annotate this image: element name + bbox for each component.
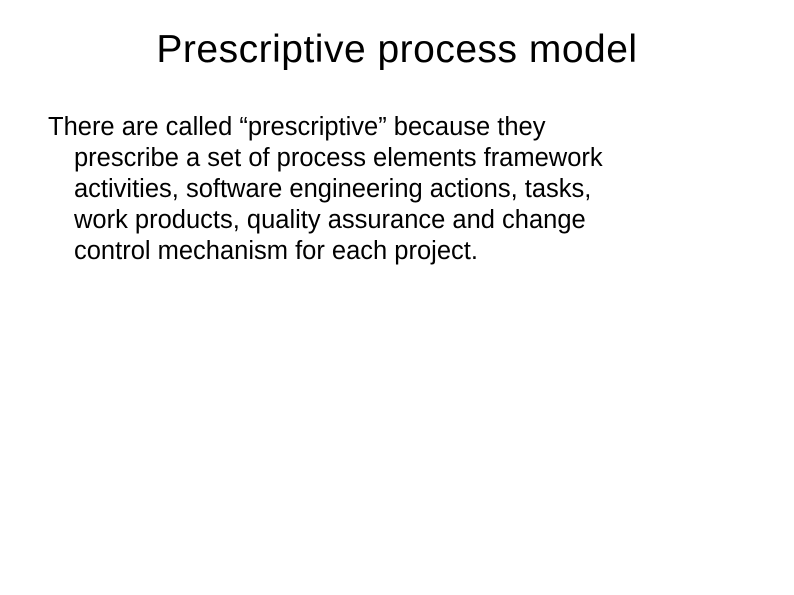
slide-body: There are called “prescriptive” because … <box>48 112 746 268</box>
body-line-1: There are called “prescriptive” because … <box>48 112 738 143</box>
body-line-4: work products, quality assurance and cha… <box>48 205 738 236</box>
body-line-5: control mechanism for each project. <box>48 236 738 267</box>
body-line-2: prescribe a set of process elements fram… <box>48 143 738 174</box>
slide-title: Prescriptive process model <box>48 28 746 72</box>
body-line-3: activities, software engineering actions… <box>48 174 738 205</box>
